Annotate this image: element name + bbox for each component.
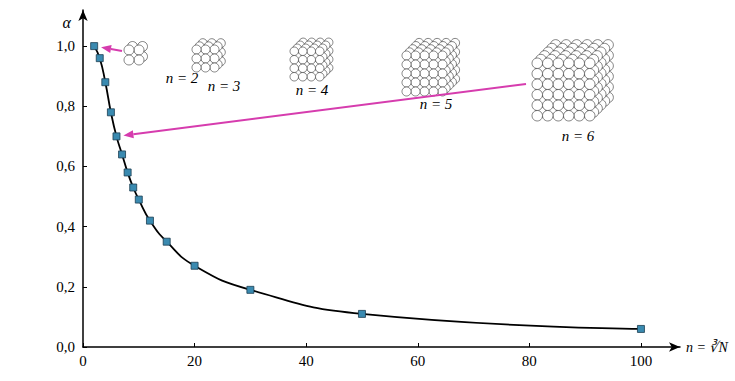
svg-text:80: 80 xyxy=(522,353,537,369)
svg-text:n = 3: n = 3 xyxy=(208,78,241,94)
svg-text:n = 5: n = 5 xyxy=(420,96,453,112)
svg-text:20: 20 xyxy=(187,353,202,369)
svg-text:n = 4: n = 4 xyxy=(296,82,329,98)
svg-text:0,2: 0,2 xyxy=(56,279,75,295)
svg-text:0,0: 0,0 xyxy=(56,339,75,355)
svg-text:100: 100 xyxy=(630,353,653,369)
svg-text:1,0: 1,0 xyxy=(56,38,75,54)
svg-text:n = ∛N: n = ∛N xyxy=(686,338,728,355)
svg-text:0: 0 xyxy=(79,353,87,369)
svg-text:60: 60 xyxy=(410,353,425,369)
svg-text:α: α xyxy=(63,14,72,31)
svg-text:n = 2: n = 2 xyxy=(166,70,199,86)
svg-text:0,4: 0,4 xyxy=(56,219,75,235)
svg-text:0,8: 0,8 xyxy=(56,98,75,114)
svg-text:40: 40 xyxy=(299,353,314,369)
svg-text:n = 6: n = 6 xyxy=(562,128,595,144)
svg-text:0,6: 0,6 xyxy=(56,158,75,174)
